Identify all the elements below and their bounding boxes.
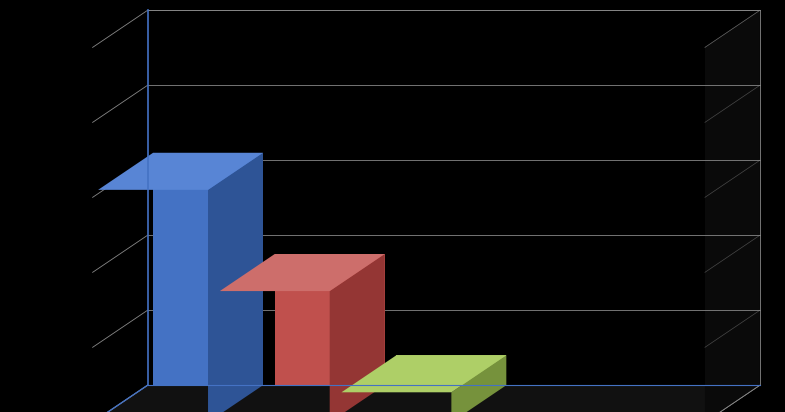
Polygon shape bbox=[451, 355, 506, 412]
Polygon shape bbox=[153, 153, 263, 385]
Polygon shape bbox=[330, 254, 385, 412]
Polygon shape bbox=[148, 10, 760, 385]
Polygon shape bbox=[341, 355, 506, 392]
Polygon shape bbox=[705, 10, 760, 412]
Polygon shape bbox=[396, 355, 506, 385]
Polygon shape bbox=[208, 153, 263, 412]
Polygon shape bbox=[275, 254, 385, 385]
Polygon shape bbox=[220, 254, 385, 291]
Polygon shape bbox=[93, 385, 760, 412]
Polygon shape bbox=[98, 153, 263, 190]
